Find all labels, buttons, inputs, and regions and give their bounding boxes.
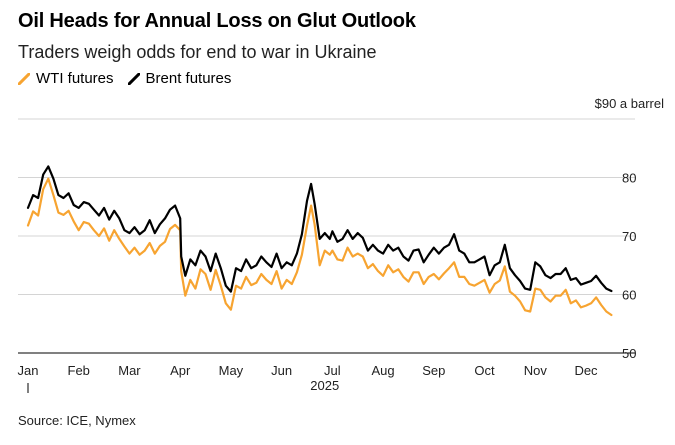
x-tick-label-dec: Dec [574,363,598,378]
x-tick-label-aug: Aug [372,363,395,378]
legend-label-brent: Brent futures [145,70,232,87]
y-tick-label-50: 50 [622,346,636,361]
y-tick-label-70: 70 [622,229,636,244]
year-label: 2025 [310,378,339,393]
x-tick-label-oct: Oct [474,363,495,378]
legend: WTI futures Brent futures [18,70,245,87]
x-tick-label-may: May [219,363,244,378]
series-line-brent-futures [26,165,613,293]
legend-label-wti: WTI futures [36,70,114,87]
x-tick-label-jan: Jan [18,363,39,378]
x-tick-label-apr: Apr [170,363,191,378]
x-tick-label-mar: Mar [118,363,141,378]
chart-subtitle: Traders weigh odds for end to war in Ukr… [18,42,377,62]
x-tick-label-jul: Jul [324,363,341,378]
x-tick-label-nov: Nov [524,363,548,378]
y-tick-label-80: 80 [622,171,636,186]
series-line-wti-futures [26,177,613,317]
y-unit-label: $90 a barrel [595,96,664,111]
x-tick-label-jun: Jun [271,363,292,378]
source-note: Source: ICE, Nymex [18,413,136,428]
legend-item-brent: Brent futures [127,70,232,87]
chart-title: Oil Heads for Annual Loss on Glut Outloo… [18,10,416,32]
wti-legend-swatch-icon [18,72,30,85]
y-tick-label-60: 60 [622,288,636,303]
legend-item-wti: WTI futures [18,70,114,87]
x-tick-label-sep: Sep [422,363,445,378]
x-tick-label-feb: Feb [68,363,90,378]
brent-legend-swatch-icon [127,72,140,85]
